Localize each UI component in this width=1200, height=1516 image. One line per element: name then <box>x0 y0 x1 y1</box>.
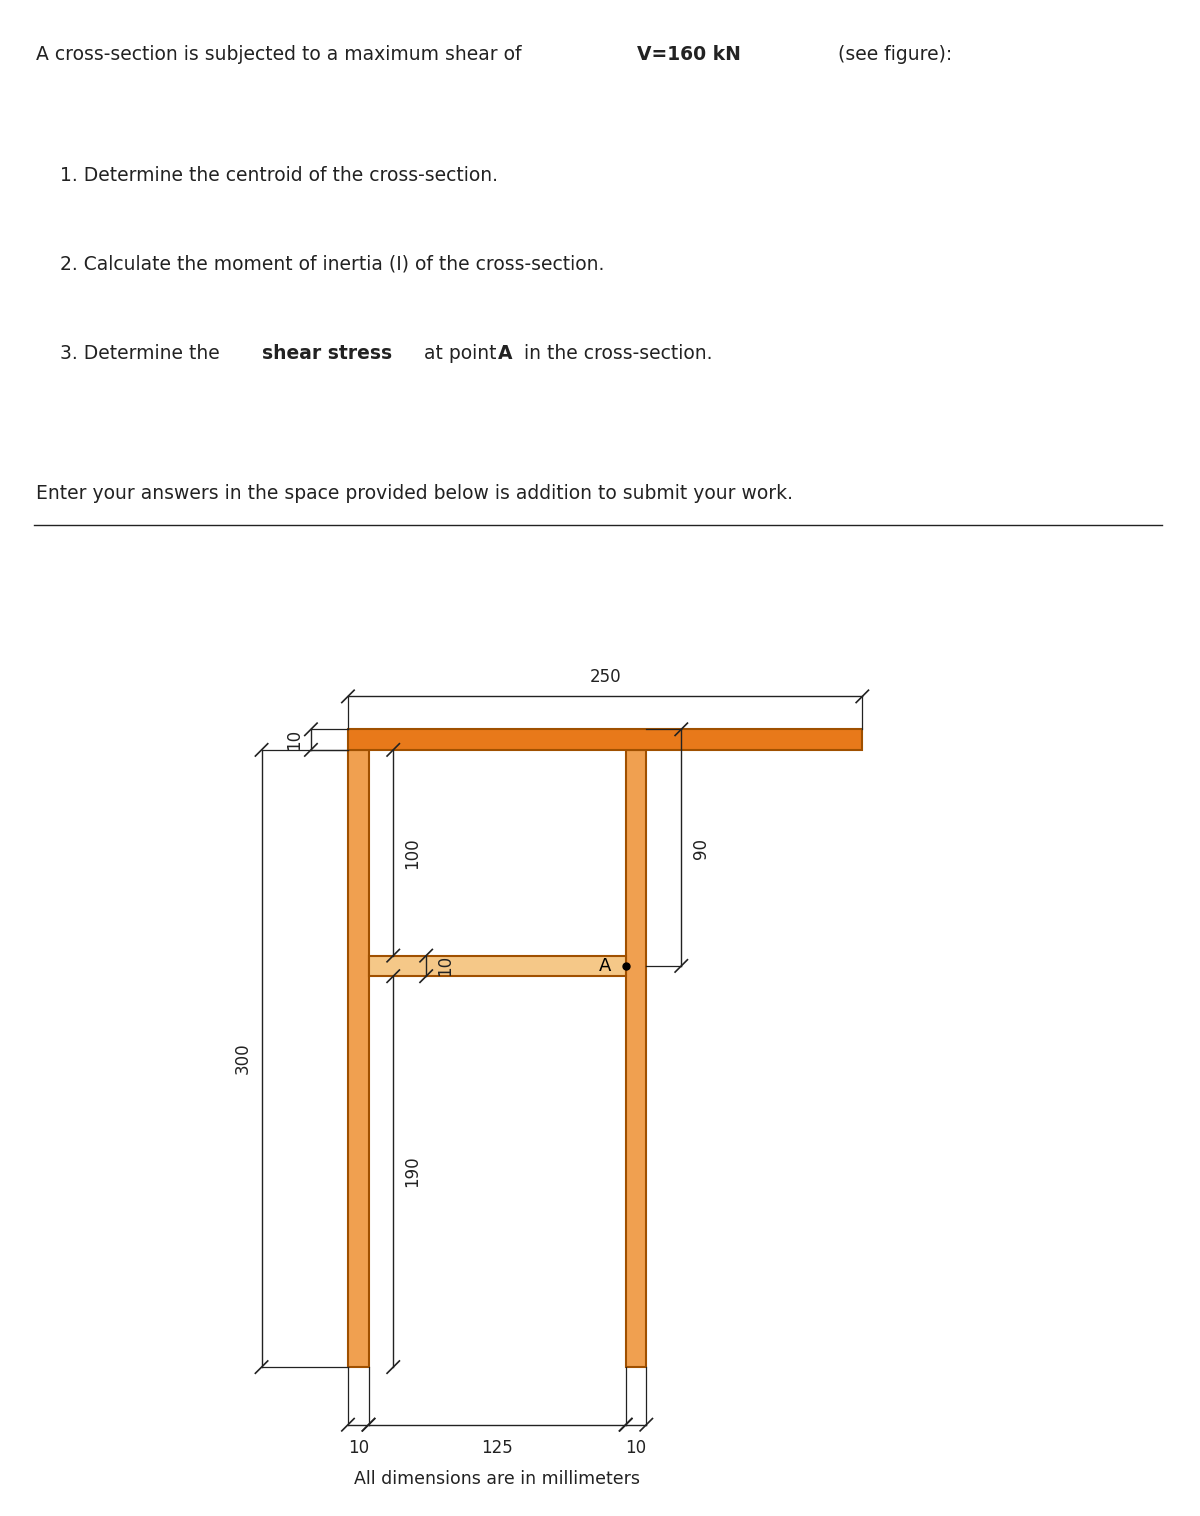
Text: 3. Determine the: 3. Determine the <box>60 344 226 362</box>
Text: A: A <box>599 957 611 975</box>
Text: in the cross-section.: in the cross-section. <box>518 344 713 362</box>
Text: 1. Determine the centroid of the cross-section.: 1. Determine the centroid of the cross-s… <box>60 165 498 185</box>
Bar <box>625 750 647 1367</box>
Text: A: A <box>498 344 512 362</box>
Text: 100: 100 <box>403 837 421 869</box>
Text: 125: 125 <box>481 1439 514 1457</box>
Text: at point: at point <box>418 344 502 362</box>
Bar <box>348 729 863 750</box>
Bar <box>368 955 625 976</box>
Text: Enter your answers in the space provided below is addition to submit your work.: Enter your answers in the space provided… <box>36 484 793 503</box>
Text: 10: 10 <box>284 729 302 750</box>
Text: All dimensions are in millimeters: All dimensions are in millimeters <box>354 1471 640 1489</box>
Text: 10: 10 <box>437 955 455 976</box>
Text: V=160 kN: V=160 kN <box>637 44 742 64</box>
Text: 10: 10 <box>348 1439 368 1457</box>
Text: 190: 190 <box>403 1155 421 1187</box>
Text: 2. Calculate the moment of inertia (I) of the cross-section.: 2. Calculate the moment of inertia (I) o… <box>60 255 605 274</box>
Bar <box>348 750 368 1367</box>
Text: 300: 300 <box>233 1043 251 1075</box>
Text: 10: 10 <box>625 1439 647 1457</box>
Text: (see figure):: (see figure): <box>832 44 952 64</box>
Text: 90: 90 <box>691 838 709 860</box>
Text: A cross-section is subjected to a maximum shear of: A cross-section is subjected to a maximu… <box>36 44 528 64</box>
Text: shear stress: shear stress <box>262 344 391 362</box>
Text: 250: 250 <box>589 669 620 687</box>
